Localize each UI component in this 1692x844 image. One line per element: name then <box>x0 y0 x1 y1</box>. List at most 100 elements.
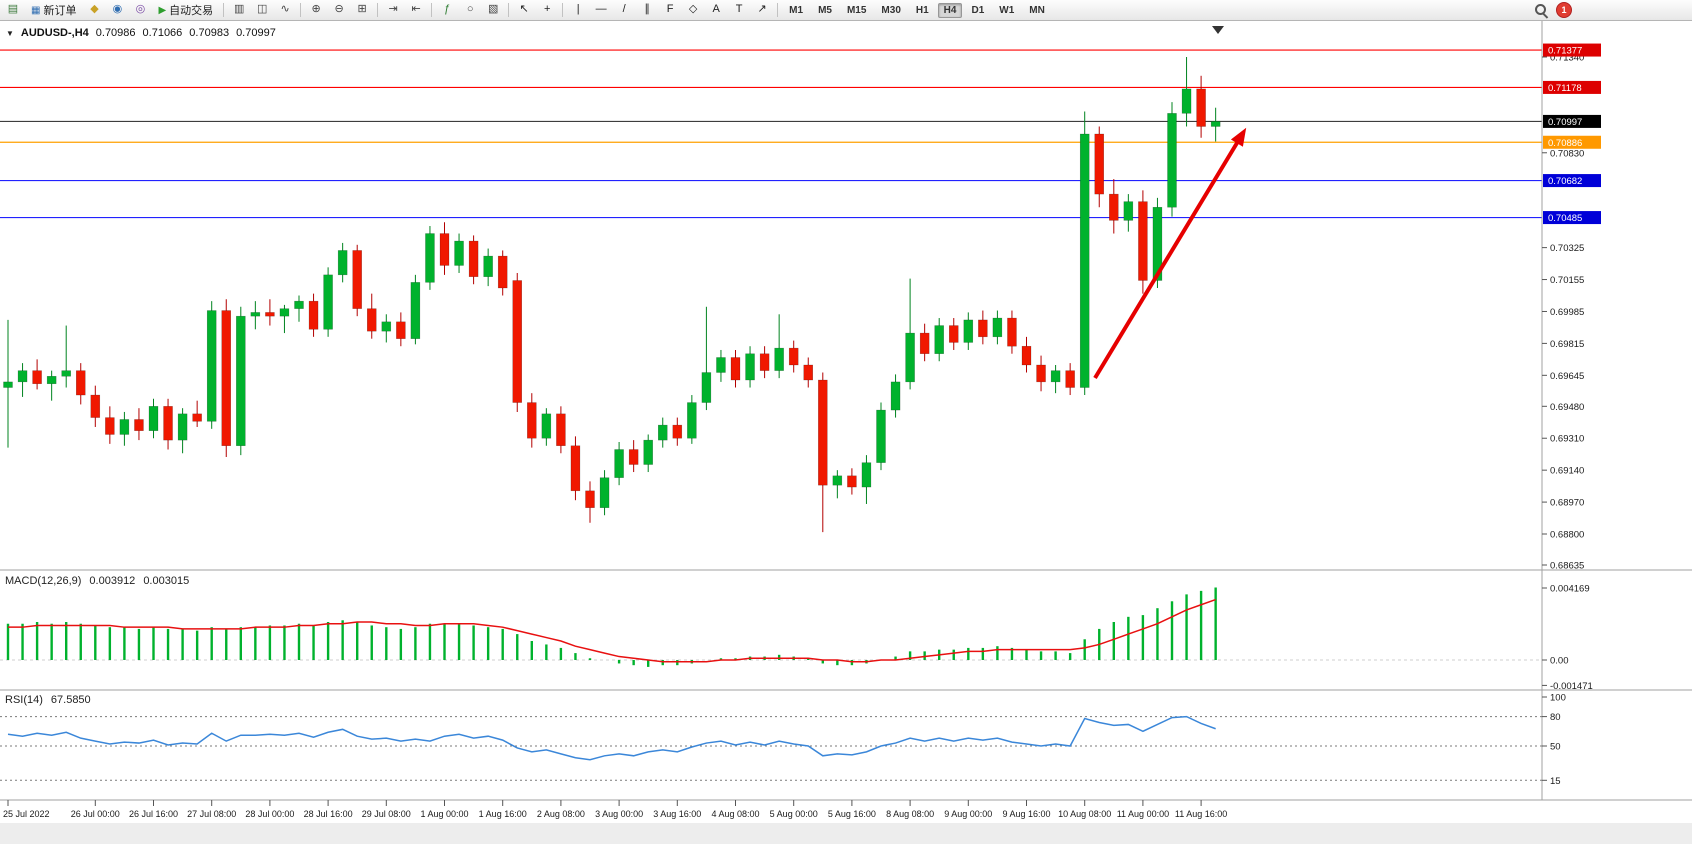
scroll-end-marker[interactable] <box>1212 26 1224 34</box>
price-axis-label: 0.68970 <box>1550 498 1584 509</box>
trendline-icon[interactable]: / <box>622 3 626 15</box>
line-chart-icon[interactable]: ∿ <box>280 3 290 15</box>
price-badge <box>1543 80 1601 94</box>
search-icon[interactable] <box>1533 2 1549 18</box>
new-chart-icon[interactable]: ▤ <box>7 3 19 15</box>
candle <box>861 462 872 488</box>
macd-label: MACD(12,26,9) 0.003912 0.003015 <box>5 575 189 587</box>
periods-icon[interactable]: ○ <box>466 3 474 15</box>
time-axis-label: 26 Jul 00:00 <box>71 809 120 819</box>
candle <box>832 475 843 486</box>
candle <box>221 310 231 446</box>
new-order-button-icon: ▦ <box>31 4 41 16</box>
candle <box>1065 370 1075 388</box>
price-badge-label: 0.70485 <box>1548 213 1582 224</box>
equidistant-channel-icon[interactable]: ∥ <box>644 3 650 15</box>
time-axis-label: 1 Aug 00:00 <box>420 809 468 819</box>
timeframe-button-m1[interactable]: M1 <box>789 4 804 16</box>
timeframe-button-h4[interactable]: H4 <box>937 2 963 18</box>
vertical-line-icon[interactable]: | <box>576 3 580 15</box>
rsi-title: RSI(14) <box>5 694 43 706</box>
timeframe-button-h1[interactable]: H1 <box>915 4 929 16</box>
candle <box>527 402 537 439</box>
price-badge-label: 0.70997 <box>1548 117 1582 128</box>
crosshair-icon[interactable]: + <box>543 3 551 15</box>
candle <box>206 310 217 422</box>
trend-arrow[interactable] <box>1093 136 1242 380</box>
candle <box>541 413 552 439</box>
text-icon[interactable]: A <box>712 3 720 15</box>
timeframe-button-m30[interactable]: M30 <box>881 4 901 16</box>
toolbar-separator <box>431 3 433 17</box>
market-watch-icon[interactable]: ◎ <box>135 3 146 15</box>
candle <box>992 317 1003 338</box>
ohlc-high: 0.71066 <box>142 27 183 39</box>
chart-menu-icon[interactable]: ▼ <box>6 28 14 38</box>
candle <box>46 376 57 385</box>
candlestick-chart-icon[interactable]: ◫ <box>256 3 268 15</box>
zoom-in-icon[interactable]: ⊕ <box>311 3 321 15</box>
candle <box>818 379 828 486</box>
zoom-out-icon[interactable]: ⊖ <box>334 3 344 15</box>
candle <box>497 255 508 289</box>
time-axis-label: 26 Jul 16:00 <box>129 809 178 819</box>
time-axis: 25 Jul 2022 26 Jul 00:00 26 Jul 16:00 27 Ju… <box>3 800 1227 819</box>
price-badges: 0.71377 0.71178 0.70997 0.70886 0.70682 0.704… <box>1543 43 1601 225</box>
candle <box>337 250 348 276</box>
candle <box>468 240 479 277</box>
templates-icon[interactable]: ▧ <box>487 3 499 15</box>
candle <box>17 370 28 383</box>
candle <box>730 357 741 381</box>
new-order-button[interactable]: ▦ 新订单 <box>25 1 82 19</box>
fibonacci-icon[interactable]: F <box>666 3 674 15</box>
price-axis-label: 0.69815 <box>1550 339 1584 350</box>
price-badge <box>1543 114 1601 128</box>
price-badge-label: 0.70682 <box>1548 176 1582 187</box>
cursor-icon[interactable]: ↖ <box>519 3 529 15</box>
profiles-icon[interactable]: ◉ <box>112 3 123 15</box>
timeframe-button-w1[interactable]: W1 <box>999 4 1015 16</box>
price-badge-label: 0.70886 <box>1548 138 1582 149</box>
candle <box>483 255 493 277</box>
toolbar-separator <box>562 3 564 17</box>
chart-shift-icon[interactable]: ⇤ <box>411 3 421 15</box>
candle <box>919 332 930 354</box>
symbol-period-label: AUDUSD-,H4 <box>20 27 89 39</box>
candle <box>716 357 726 373</box>
candle <box>1109 193 1119 221</box>
candle <box>1152 206 1163 281</box>
time-axis-label: 9 Aug 16:00 <box>1002 809 1050 819</box>
toolbar-separator <box>777 3 779 17</box>
timeframe-button-d1[interactable]: D1 <box>971 4 985 16</box>
price-badge-label: 0.71377 <box>1548 46 1582 57</box>
macd-layer: 0.004169 0.00 -0.001471 <box>0 584 1593 692</box>
price-axis-label: 0.69140 <box>1550 466 1584 477</box>
time-axis-label: 28 Jul 00:00 <box>245 809 294 819</box>
time-axis-label: 8 Aug 08:00 <box>886 809 934 819</box>
shapes-icon[interactable]: ◇ <box>688 3 698 15</box>
auto-scroll-icon[interactable]: ⇥ <box>388 3 398 15</box>
timeframe-button-m5[interactable]: M5 <box>818 4 832 16</box>
bar-chart-icon[interactable]: ▥ <box>233 3 245 15</box>
candle <box>788 347 799 366</box>
autotrading-button-icon: ▶ <box>158 4 167 16</box>
autotrading-button[interactable]: ▶ 自动交易 <box>152 1 219 19</box>
tile-windows-icon[interactable]: ⊞ <box>357 3 367 15</box>
macd-axis-label: -0.001471 <box>1550 681 1593 692</box>
candle <box>556 413 566 446</box>
chart-background <box>0 20 1692 844</box>
text-label-icon[interactable]: T <box>735 3 743 15</box>
timeframe-button-mn[interactable]: MN <box>1029 4 1045 16</box>
timeframe-button-m15[interactable]: M15 <box>846 4 867 16</box>
candle <box>963 319 974 343</box>
autotrading-button-label: 自动交易 <box>169 5 214 17</box>
candle <box>1036 364 1046 383</box>
expert-hat-icon[interactable]: ◆ <box>90 3 99 15</box>
indicators-icon[interactable]: ƒ <box>444 3 451 15</box>
arrows-icon[interactable]: ↗ <box>757 3 767 15</box>
candle <box>352 250 362 309</box>
horizontal-line-icon[interactable]: — <box>595 3 607 15</box>
time-axis-label: 29 Jul 08:00 <box>362 809 411 819</box>
notification-badge[interactable]: 1 <box>1556 2 1572 18</box>
